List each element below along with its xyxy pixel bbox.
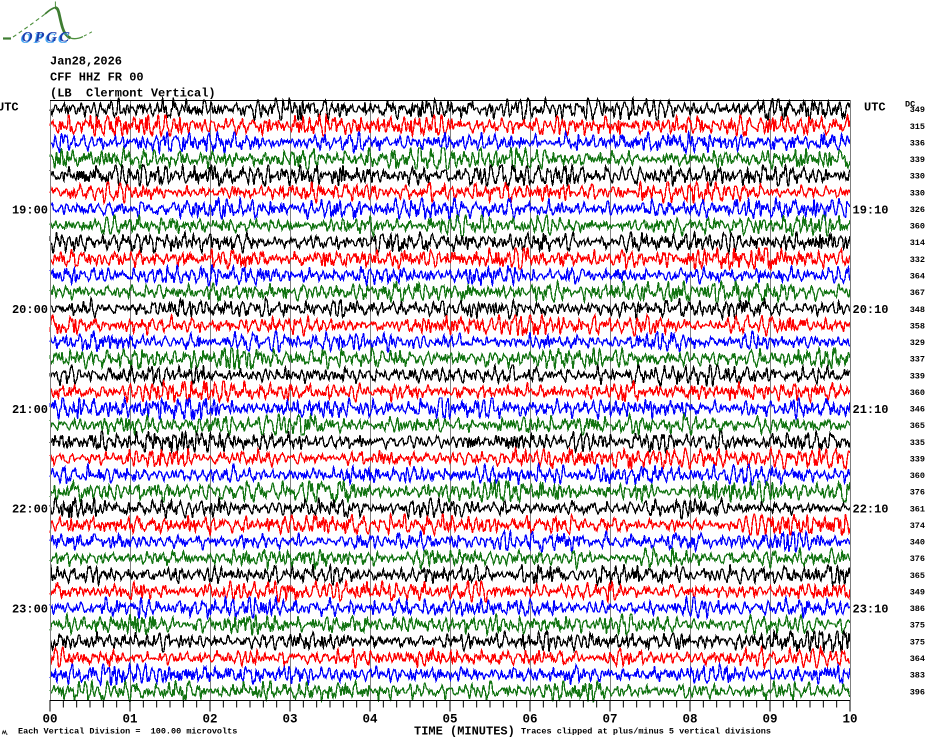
svg-text:365: 365 [910,421,925,431]
svg-text:06: 06 [522,713,537,727]
svg-text:22:00: 22:00 [12,503,48,517]
svg-text:339: 339 [910,155,925,165]
svg-text:20:10: 20:10 [853,303,889,317]
svg-text:DC: DC [905,100,915,110]
svg-text:08: 08 [682,713,697,727]
svg-text:22:10: 22:10 [853,503,889,517]
svg-text:396: 396 [910,687,925,697]
svg-text:05: 05 [442,713,457,727]
svg-text:(LB Clermont Vertical): (LB Clermont Vertical) [50,86,216,100]
svg-text:02: 02 [202,713,217,727]
svg-text:364: 364 [910,654,925,664]
svg-text:21:00: 21:00 [12,403,48,417]
svg-text:19:10: 19:10 [853,203,889,217]
svg-text:09: 09 [762,713,777,727]
svg-text:329: 329 [910,338,925,348]
svg-text:364: 364 [910,272,925,282]
svg-text:367: 367 [910,288,925,298]
svg-text:Traces clipped at plus/minus 5: Traces clipped at plus/minus 5 vertical … [521,727,771,737]
svg-text:349: 349 [910,587,925,597]
svg-text:315: 315 [910,122,925,132]
svg-text:374: 374 [910,521,925,531]
svg-text:01: 01 [122,713,137,727]
svg-text:23:10: 23:10 [853,602,889,616]
svg-text:CFF HHZ FR 00: CFF HHZ FR 00 [50,70,144,84]
svg-text:358: 358 [910,321,925,331]
svg-text:361: 361 [910,504,925,514]
svg-text:349: 349 [910,105,925,115]
svg-text:314: 314 [910,238,925,248]
svg-text:03: 03 [282,713,297,727]
svg-text:376: 376 [910,488,925,498]
svg-text:360: 360 [910,222,925,232]
svg-text:375: 375 [910,637,925,647]
svg-text:386: 386 [910,604,925,614]
svg-text:07: 07 [602,713,617,727]
svg-text:UTC: UTC [0,101,19,115]
svg-text:23:00: 23:00 [12,602,48,616]
svg-text:OPGC: OPGC [22,29,72,45]
svg-text:19:00: 19:00 [12,203,48,217]
svg-text:335: 335 [910,438,925,448]
svg-text:376: 376 [910,554,925,564]
svg-text:OPGC: OPGC [21,31,71,47]
svg-text:10: 10 [842,713,857,727]
svg-text:21:10: 21:10 [853,403,889,417]
svg-text:Each Vertical Division = 100.: Each Vertical Division = 100.00 microvol… [18,727,237,737]
svg-text:340: 340 [910,538,925,548]
svg-text:360: 360 [910,388,925,398]
svg-text:339: 339 [910,454,925,464]
svg-text:360: 360 [910,471,925,481]
svg-text:383: 383 [910,671,925,681]
svg-text:339: 339 [910,371,925,381]
svg-text:365: 365 [910,571,925,581]
svg-text:330: 330 [910,188,925,198]
svg-text:20:00: 20:00 [12,303,48,317]
svg-text:375: 375 [910,621,925,631]
svg-text:330: 330 [910,172,925,182]
svg-text:336: 336 [910,138,925,148]
svg-text:326: 326 [910,205,925,215]
svg-text:04: 04 [362,713,378,727]
svg-text:348: 348 [910,305,925,315]
svg-text:332: 332 [910,255,925,265]
svg-text:00: 00 [42,713,57,727]
svg-text:337: 337 [910,355,925,365]
svg-text:346: 346 [910,405,925,415]
svg-text:UTC: UTC [864,101,886,115]
svg-text:TIME (MINUTES): TIME (MINUTES) [414,725,515,739]
svg-text:Jan28,2026: Jan28,2026 [50,54,122,68]
